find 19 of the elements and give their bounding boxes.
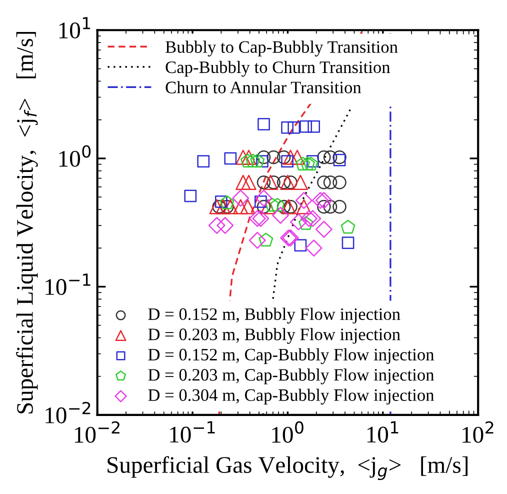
- legend-label: D = 0.203 m, Cap-Bubbly Flow injection: [148, 368, 434, 384]
- y-tick-label: 10$^{0}$: [59, 145, 91, 167]
- x-tick-label: 10$^{1}$: [367, 421, 398, 443]
- y-tick-label: 10$^{1}$: [59, 17, 90, 38]
- y-axis-title: Superficial Liquid Velocity, <j$_{f}$> [m/s]: [16, 32, 38, 414]
- x-tick-label: 10$^{0}$: [272, 421, 304, 443]
- legend-label: D = 0.152 m, Bubbly Flow injection: [148, 308, 400, 324]
- legend-label: Churn to Annular Transition: [166, 81, 362, 94]
- legend-label: D = 0.152 m, Cap-Bubbly Flow injection: [148, 348, 434, 364]
- legend-label: D = 0.304 m, Cap-Bubbly Flow injection: [148, 388, 434, 405]
- legend-label: Bubbly to Cap-Bubbly Transition: [166, 40, 398, 56]
- y-tick-label: 10$^{−2}$: [46, 402, 90, 424]
- x-axis-title: Superficial Gas Velocity, <j$_{g}$> [m/s]: [108, 456, 468, 480]
- legend-label: D = 0.203 m, Bubbly Flow injection: [148, 328, 400, 344]
- legend-label: Cap-Bubbly to Churn Transition: [166, 60, 390, 77]
- x-tick-label: 10$^{−2}$: [74, 421, 120, 443]
- y-tick-label: 10$^{−1}$: [46, 274, 90, 295]
- x-tick-label: 10$^{2}$: [462, 421, 494, 443]
- x-tick-label: 10$^{−1}$: [170, 421, 215, 443]
